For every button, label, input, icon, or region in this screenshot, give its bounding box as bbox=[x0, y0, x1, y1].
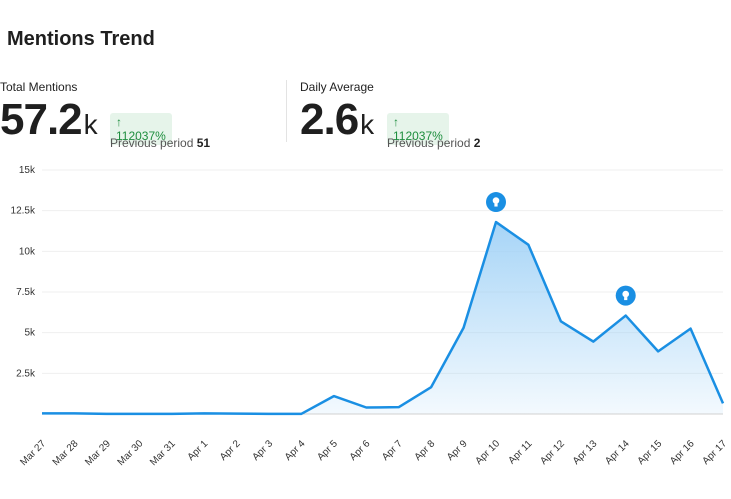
y-tick-label: 7.5k bbox=[16, 287, 36, 298]
total-mentions-number: 57.2 bbox=[0, 95, 83, 144]
annotation-marker bbox=[486, 192, 506, 213]
x-tick-label: Apr 8 bbox=[413, 438, 438, 463]
x-tick-label: Mar 30 bbox=[116, 438, 146, 468]
daily-average-value: 2.6k bbox=[300, 98, 374, 147]
x-tick-label: Apr 4 bbox=[283, 438, 308, 463]
x-tick-label: Apr 9 bbox=[445, 438, 470, 463]
y-tick-label: 15k bbox=[19, 165, 36, 176]
total-mentions-unit: k bbox=[83, 109, 98, 140]
lightbulb-base bbox=[494, 203, 498, 207]
daily-previous-period: Previous period 2 bbox=[387, 136, 480, 150]
x-tick-label: Mar 27 bbox=[18, 438, 48, 468]
x-tick-label: Apr 14 bbox=[603, 438, 632, 467]
total-mentions-stat: Total Mentions 57.2k ↑ 112037% Previous … bbox=[0, 80, 210, 150]
total-mentions-value: 57.2k bbox=[0, 98, 98, 147]
daily-prev-label: Previous period bbox=[387, 136, 471, 150]
daily-prev-value: 2 bbox=[473, 136, 481, 150]
lightbulb-base bbox=[624, 297, 628, 301]
y-tick-label: 10k bbox=[19, 246, 36, 257]
x-tick-label: Apr 2 bbox=[218, 438, 243, 463]
total-change-badge: ↑ 112037% bbox=[110, 113, 172, 145]
x-tick-label: Apr 15 bbox=[636, 438, 665, 467]
total-prev-value: 51 bbox=[196, 136, 211, 150]
y-tick-label: 2.5k bbox=[16, 368, 36, 379]
x-tick-label: Apr 17 bbox=[701, 438, 730, 467]
x-tick-label: Mar 31 bbox=[148, 438, 178, 468]
y-tick-label: 5k bbox=[24, 328, 36, 339]
lightbulb-icon bbox=[622, 290, 630, 298]
total-previous-period: Previous period 51 bbox=[110, 136, 210, 150]
x-tick-label: Apr 5 bbox=[315, 438, 340, 463]
daily-average-stat: Daily Average 2.6k ↑ 112037% Previous pe… bbox=[300, 80, 480, 150]
total-prev-label: Previous period bbox=[110, 136, 194, 150]
daily-average-number: 2.6 bbox=[300, 95, 359, 144]
x-tick-label: Mar 29 bbox=[83, 438, 113, 468]
x-tick-label: Apr 12 bbox=[538, 438, 567, 467]
x-tick-label: Apr 13 bbox=[571, 438, 600, 467]
area-fill bbox=[42, 222, 723, 414]
y-tick-label: 12.5k bbox=[11, 206, 36, 217]
x-tick-label: Apr 7 bbox=[380, 438, 405, 463]
x-tick-label: Apr 16 bbox=[668, 438, 697, 467]
page-title: Mentions Trend bbox=[7, 28, 155, 50]
x-tick-label: Mar 28 bbox=[51, 438, 81, 468]
x-tick-label: Apr 1 bbox=[186, 438, 211, 463]
x-tick-label: Apr 10 bbox=[474, 438, 503, 467]
x-tick-label: Apr 6 bbox=[348, 438, 373, 463]
daily-average-unit: k bbox=[360, 109, 375, 140]
series-line bbox=[42, 220, 725, 416]
annotation-marker bbox=[615, 285, 636, 306]
x-tick-label: Apr 11 bbox=[506, 438, 534, 466]
x-tick-label: Apr 3 bbox=[250, 438, 275, 463]
daily-change-badge: ↑ 112037% bbox=[387, 113, 449, 145]
stat-divider bbox=[286, 80, 287, 142]
lightbulb-icon bbox=[492, 197, 500, 204]
daily-average-label: Daily Average bbox=[300, 80, 374, 94]
total-mentions-label: Total Mentions bbox=[0, 80, 78, 94]
